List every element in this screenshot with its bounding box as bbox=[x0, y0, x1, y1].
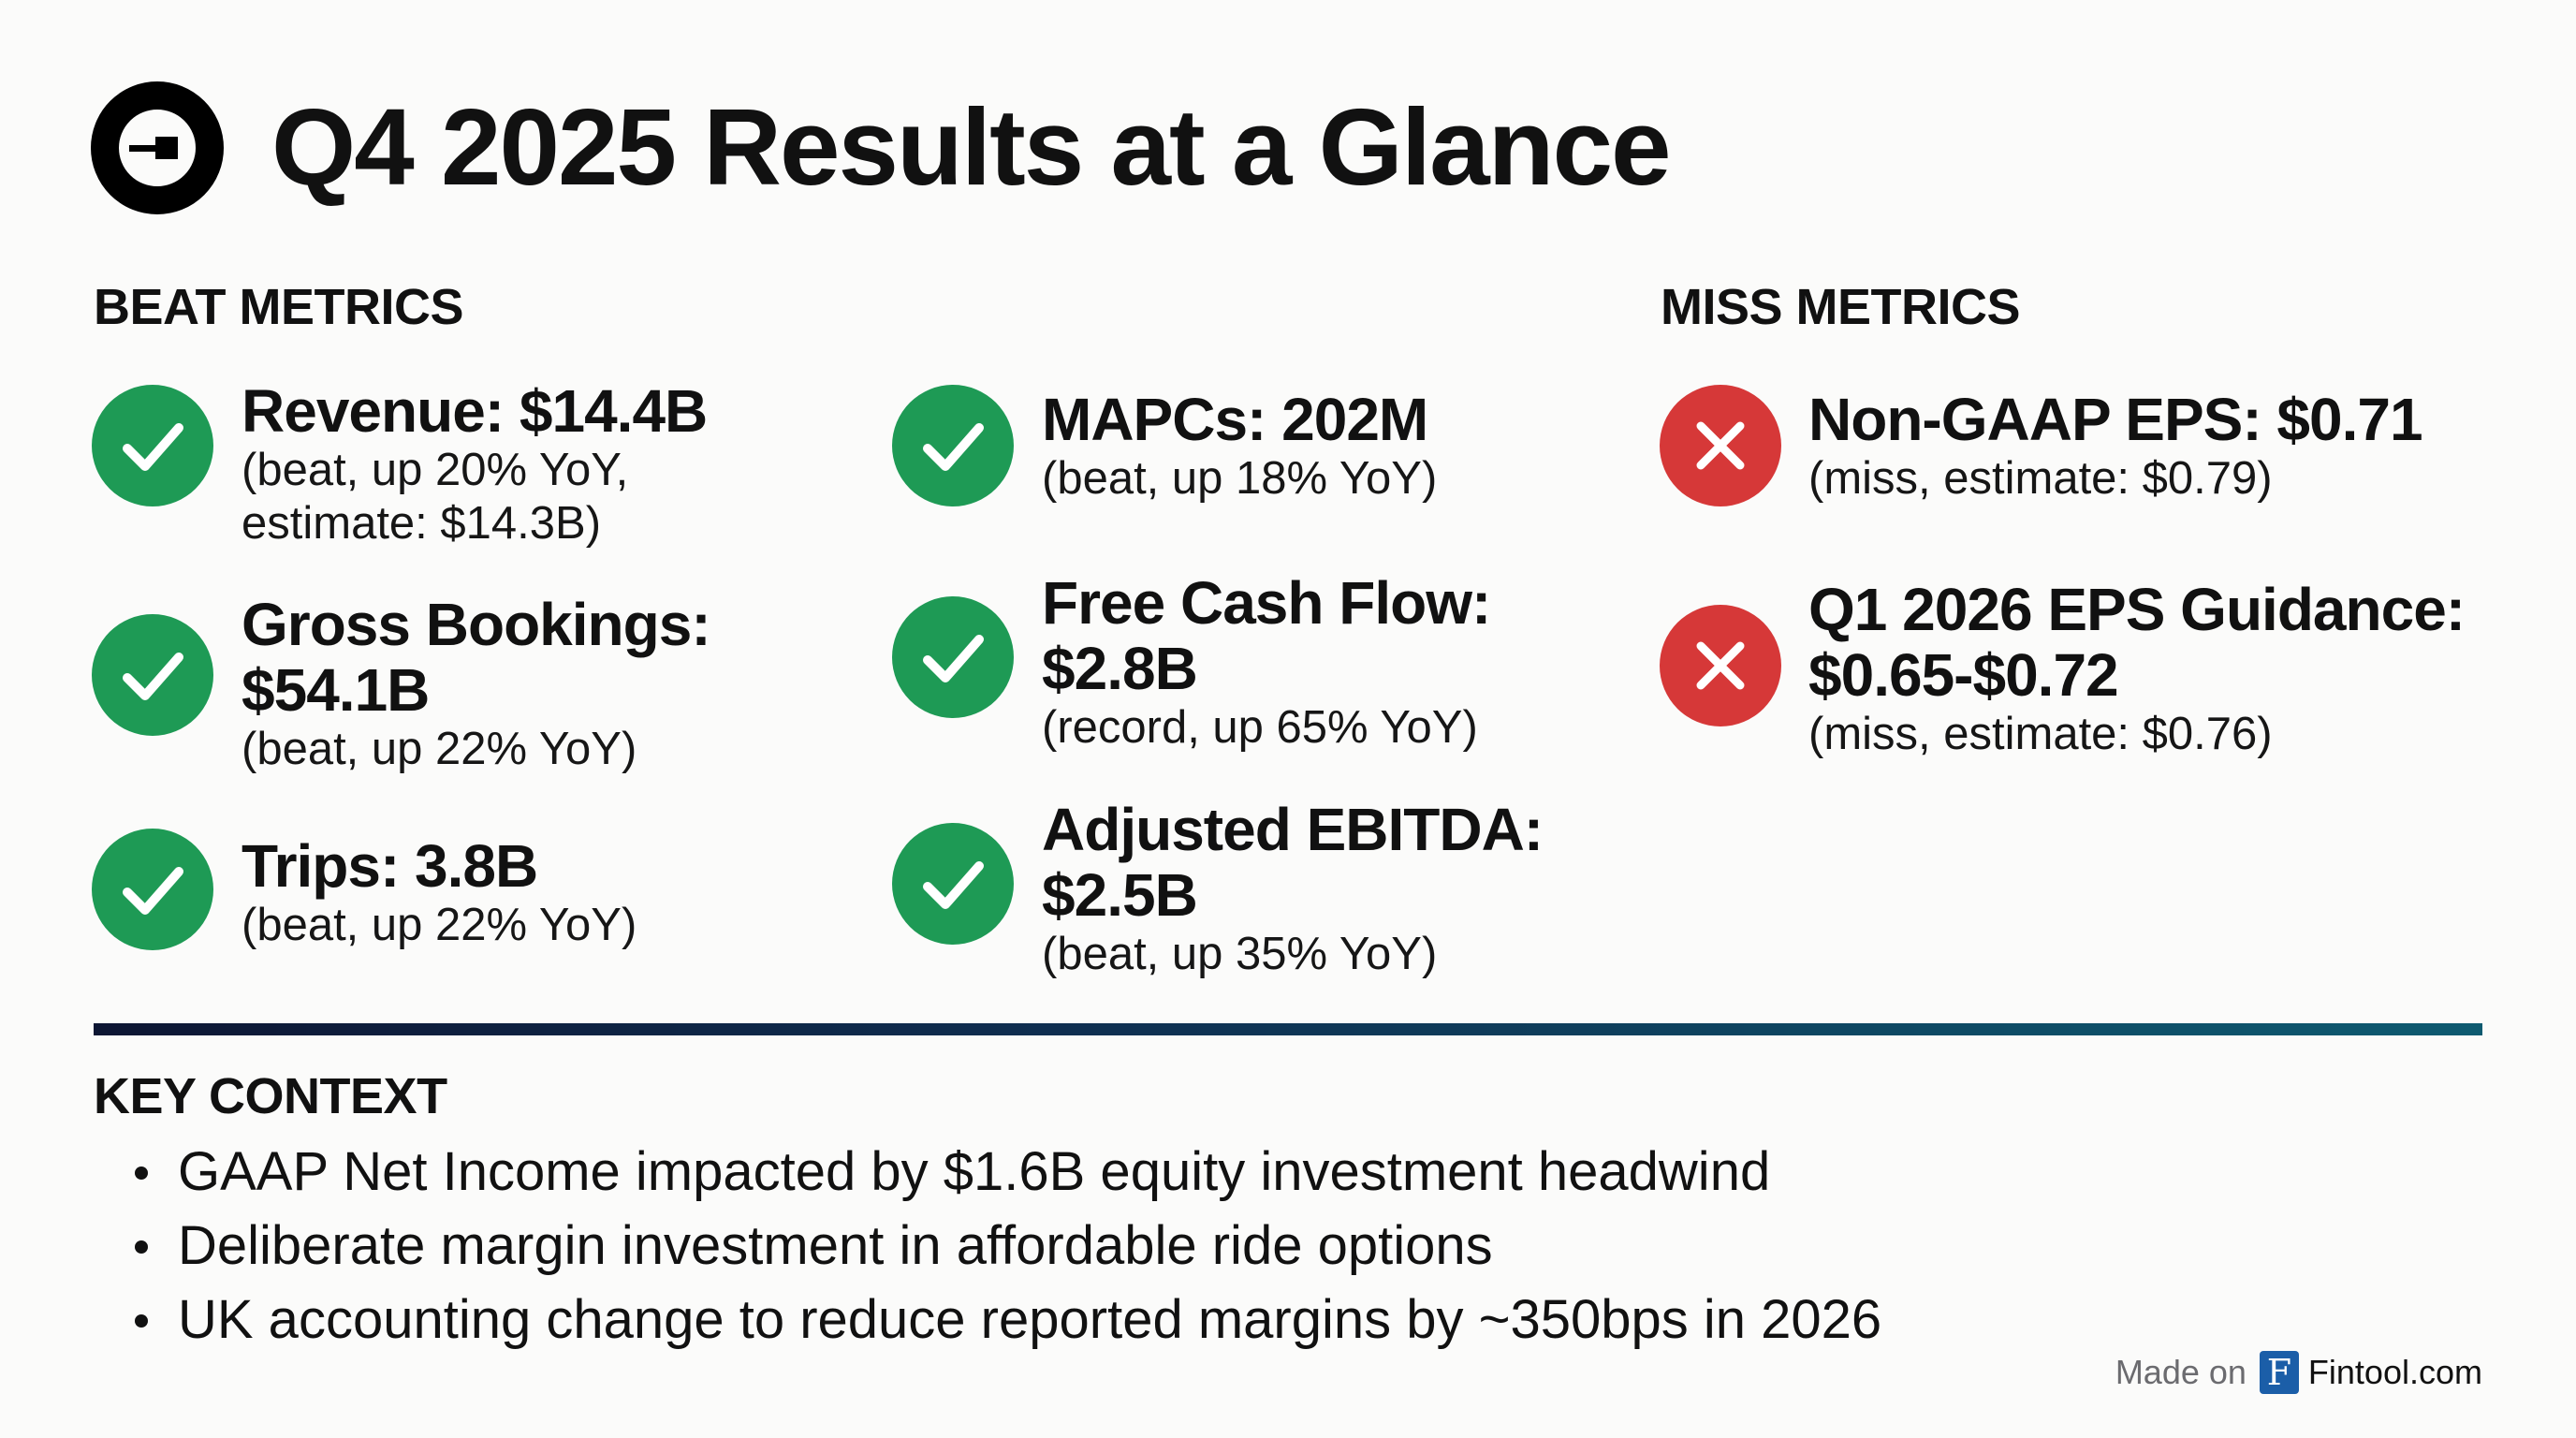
metric-title: $2.5B bbox=[1042, 861, 1198, 929]
metric-detail: (miss, estimate: $0.79) bbox=[1808, 453, 2273, 504]
key-context-bullet: GAAP Net Income impacted by $1.6B equity… bbox=[131, 1135, 1881, 1209]
miss-metric-item: Q1 2026 EPS Guidance: $0.65-$0.72 (miss, e… bbox=[1808, 576, 2466, 761]
check-circle-icon bbox=[92, 385, 213, 506]
footer-attribution[interactable]: Made on F Fintool.com bbox=[2115, 1351, 2482, 1394]
page-title: Q4 2025 Results at a Glance bbox=[271, 86, 1671, 208]
beat-metrics-heading: BEAT METRICS bbox=[94, 279, 464, 335]
check-circle-icon bbox=[892, 385, 1014, 506]
metric-title: Revenue: $14.4B bbox=[242, 377, 708, 445]
beat-metric-item: MAPCs: 202M (beat, up 18% YoY) bbox=[1042, 387, 1437, 506]
fintool-logo-icon: F bbox=[2259, 1351, 2299, 1394]
key-context-bullet: Deliberate margin investment in affordab… bbox=[131, 1209, 1881, 1283]
metric-title: $0.65-$0.72 bbox=[1808, 641, 2119, 709]
check-circle-icon bbox=[892, 823, 1014, 945]
uber-logo-icon bbox=[90, 81, 225, 215]
metric-title: Non-GAAP EPS: $0.71 bbox=[1808, 386, 2423, 453]
metric-detail: (beat, up 18% YoY) bbox=[1042, 453, 1438, 504]
check-circle-icon bbox=[892, 596, 1014, 718]
beat-metric-item: Adjusted EBITDA: $2.5B (beat, up 35% YoY) bbox=[1042, 796, 1544, 981]
key-context-heading: KEY CONTEXT bbox=[94, 1068, 447, 1124]
key-context-bullet: UK accounting change to reduce reported … bbox=[131, 1283, 1881, 1357]
beat-metric-item: Revenue: $14.4B (beat, up 20% YoY, estimat… bbox=[242, 377, 708, 550]
check-circle-icon bbox=[92, 829, 213, 950]
metric-title: Free Cash Flow: bbox=[1042, 569, 1491, 637]
metric-detail: (beat, up 22% YoY) bbox=[242, 724, 637, 774]
section-divider bbox=[94, 1023, 2482, 1035]
metric-detail: (beat, up 35% YoY) bbox=[1042, 929, 1438, 979]
metric-title: MAPCs: 202M bbox=[1042, 386, 1428, 453]
metric-detail: (beat, up 20% YoY, bbox=[242, 445, 629, 495]
metric-detail: (beat, up 22% YoY) bbox=[242, 900, 637, 950]
fintool-link[interactable]: Fintool.com bbox=[2307, 1353, 2482, 1391]
metric-title: $54.1B bbox=[242, 656, 430, 724]
metric-detail: (record, up 65% YoY) bbox=[1042, 702, 1478, 753]
metric-title: Trips: 3.8B bbox=[242, 832, 538, 900]
metric-title: $2.8B bbox=[1042, 635, 1198, 702]
miss-metric-item: Non-GAAP EPS: $0.71 (miss, estimate: $0.7… bbox=[1808, 386, 2423, 506]
beat-metric-item: Trips: 3.8B (beat, up 22% YoY) bbox=[242, 833, 637, 952]
miss-metrics-heading: MISS METRICS bbox=[1661, 279, 2021, 335]
metric-detail: (miss, estimate: $0.76) bbox=[1808, 709, 2273, 759]
metric-title: Adjusted EBITDA: bbox=[1042, 796, 1544, 863]
beat-metric-item: Free Cash Flow: $2.8B (record, up 65% YoY) bbox=[1042, 569, 1491, 755]
check-circle-icon bbox=[92, 614, 213, 736]
metric-title: Gross Bookings: bbox=[242, 591, 711, 658]
beat-metric-item: Gross Bookings: $54.1B (beat, up 22% YoY) bbox=[242, 591, 711, 776]
metric-title: Q1 2026 EPS Guidance: bbox=[1808, 576, 2466, 643]
made-on-label: Made on bbox=[2115, 1353, 2247, 1391]
x-circle-icon bbox=[1660, 605, 1781, 726]
metric-detail: estimate: $14.3B) bbox=[242, 498, 602, 549]
x-circle-icon bbox=[1660, 385, 1781, 506]
key-context-list: GAAP Net Income impacted by $1.6B equity… bbox=[131, 1135, 1881, 1357]
